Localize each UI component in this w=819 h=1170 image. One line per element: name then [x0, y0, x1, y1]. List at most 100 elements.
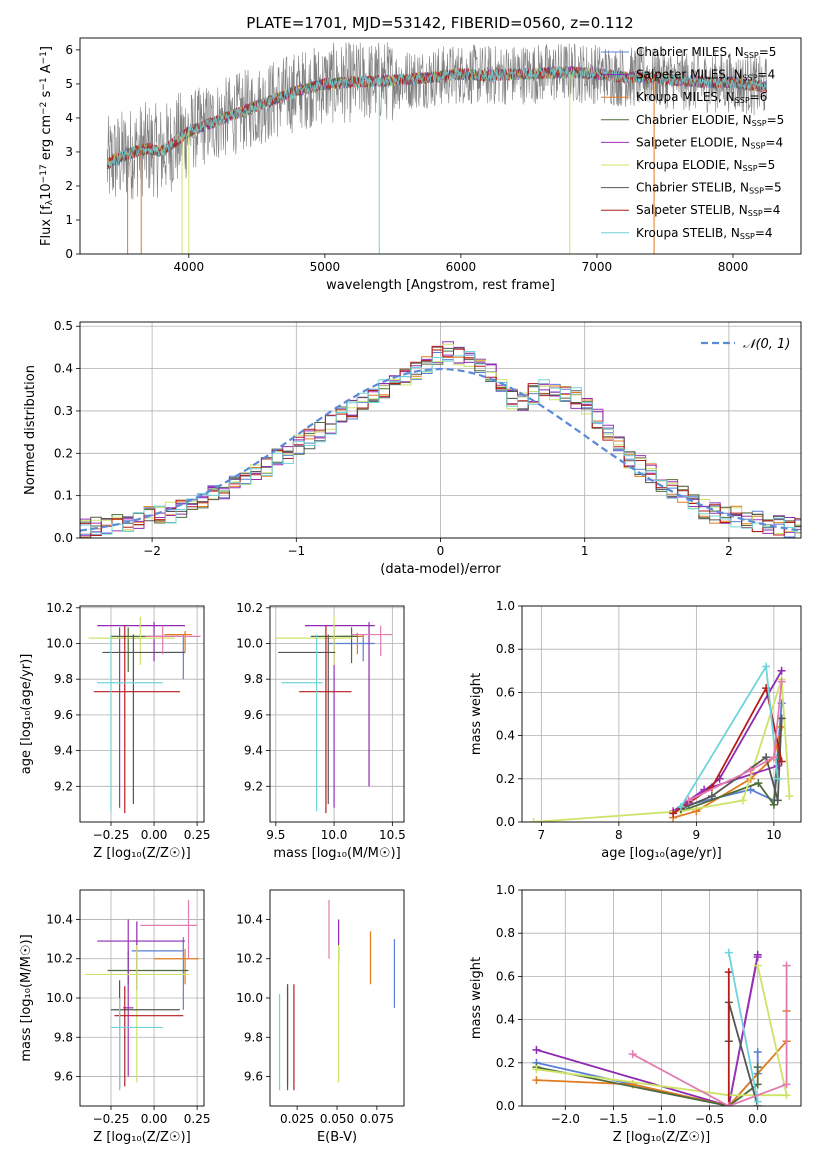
mass_vs_ebv-y-tick-label: 9.8	[244, 1030, 263, 1044]
mass_weight_vs_age-x-tick-label: 7	[538, 828, 546, 842]
age_vs_mass-y-tick-label: 9.4	[244, 744, 263, 758]
age_vs_mass-y-ticks: 9.2 9.4 9.6 9.8 10.0 10.2	[236, 601, 270, 793]
mass_vs_ebv-x-tick-label: 0.075	[360, 1112, 394, 1126]
mass_weight_vs_Z-series-line	[727, 952, 759, 1102]
legend-sub: SSP	[748, 209, 763, 218]
age_vs_Z-point	[102, 634, 186, 805]
mass_weight_vs_Z-series-marker	[724, 948, 733, 957]
legend-name: Chabrier ELODIE, N	[636, 113, 752, 127]
age_vs_mass-y-tick-label: 10.2	[236, 601, 263, 615]
mass_vs_ebv-panel: 0.025 0.050 0.075 9.6 9.8 10.0 10.2 10.4 E(B-V)	[236, 889, 405, 1145]
mass_weight_vs_Z-x-axis-label: Z [log₁₀(Z/Z☉)]	[613, 1130, 710, 1145]
mass_weight_vs_Z-x-tick-label: −0.5	[695, 1112, 724, 1126]
mass_vs_Z-x-axis-label: Z [log₁₀(Z/Z☉)]	[93, 1130, 190, 1145]
mass_weight_vs_age-series-marker	[777, 677, 786, 686]
age_vs_Z-frame	[79, 605, 205, 823]
mass_weight_vs_Z-y-tick-label: 0.8	[496, 926, 515, 940]
mass_weight_vs_Z-series-marker	[782, 1091, 791, 1100]
mass_weight_vs_age-y-tick-label: 0.6	[496, 685, 515, 699]
mass_weight_vs_Z-series-marker	[532, 1065, 541, 1074]
residuals-x-tick-label: −2	[143, 544, 161, 558]
y-label-part: λ	[45, 199, 55, 205]
mass_vs_ebv-y-tick-label: 10.4	[236, 912, 263, 926]
legend-sub: SSP	[735, 96, 750, 105]
age_vs_Z-point	[97, 622, 186, 662]
age_vs_Z-y-tick-label: 9.4	[54, 744, 73, 758]
age_vs_Z-y-tick-label: 9.2	[54, 779, 73, 793]
age_vs_Z-point	[145, 625, 201, 655]
mass_weight_vs_Z-series-marker	[753, 1097, 762, 1106]
mass_weight_vs_age-series-marker	[777, 757, 786, 766]
spectrum-y-tick-label: 5	[65, 77, 73, 91]
residuals-x-tick-label: −1	[287, 544, 305, 558]
spectrum-y-tick-label: 4	[65, 111, 73, 125]
legend-entry: Salpeter MILES, NSSP=4	[636, 68, 775, 83]
legend-value: =5	[764, 181, 782, 195]
mass_weight_vs_Z-y-ticks: 0.0 0.2 0.4 0.6 0.8 1.0	[496, 883, 522, 1113]
y-label-part: A	[39, 64, 54, 77]
mass_weight_vs_age-series-marker	[684, 796, 693, 805]
mass_weight_vs_age-x-ticks: 7 8 9 10	[538, 822, 782, 842]
mass_weight_vs_age-series-marker	[777, 714, 786, 723]
mass_vs_Z-y-tick-label: 10.4	[46, 912, 73, 926]
residuals-y-tick-label: 0.5	[54, 319, 73, 333]
mass_weight_vs_Z-y-tick-label: 0.4	[496, 1013, 515, 1027]
age_vs_Z-x-axis-label: Z [log₁₀(Z/Z☉)]	[93, 846, 190, 861]
mass_weight_vs_Z-series	[724, 948, 762, 1106]
mass_weight_vs_age-series	[676, 662, 782, 811]
age_vs_mass-y-tick-label: 9.6	[244, 708, 263, 722]
mass_vs_Z-point	[131, 937, 184, 1010]
mass_weight_vs_age-y-ticks: 0.0 0.2 0.4 0.6 0.8 1.0	[496, 599, 522, 829]
age_vs_mass-point	[304, 622, 375, 787]
spectrum-panel: 4000 5000 6000 7000 8000 0 1 2 3 4 5 6 wavelength [A…	[39, 37, 802, 293]
mass_vs_Z-y-tick-label: 9.6	[54, 1070, 73, 1084]
age_vs_Z-x-tick-label: −0.25	[93, 828, 130, 842]
mass_weight_vs_age-series-marker	[746, 766, 755, 775]
mass_weight_vs_Z-frame	[521, 889, 802, 1107]
mass_weight_vs_age-series-marker	[762, 662, 771, 671]
legend-name: Salpeter MILES, N	[636, 68, 743, 82]
mass_vs_ebv-frame	[269, 889, 405, 1107]
mass_weight_vs_Z-y-tick-label: 0.2	[496, 1056, 515, 1070]
residual-histogram	[80, 345, 801, 538]
mass_vs_Z-y-tick-label: 9.8	[54, 1030, 73, 1044]
spectrum-x-ticks: 4000 5000 6000 7000 8000	[174, 254, 748, 274]
legend-sub: SSP	[750, 141, 765, 150]
residuals-plot-area	[80, 341, 801, 538]
age_vs_mass-x-tick-label: 9.5	[266, 828, 285, 842]
mass_vs_Z-plot-area	[85, 899, 199, 1091]
mass_weight_vs_age-y-tick-label: 0.0	[496, 815, 515, 829]
mass_weight_vs_age-series-line	[688, 681, 783, 802]
mass_vs_ebv-y-tick-label: 9.6	[244, 1070, 263, 1084]
mass_weight_vs_Z-series-marker	[532, 1045, 541, 1054]
spectrum-x-tick-label: 4000	[174, 260, 205, 274]
age_vs_mass-frame	[269, 605, 405, 823]
mass_weight_vs_age-x-tick-label: 10	[766, 828, 781, 842]
mass_weight_vs_Z-x-ticks: −2.0 −1.5 −1.0 −0.5 0.0	[551, 1106, 767, 1126]
legend-sub: SSP	[749, 187, 764, 196]
residuals-x-tick-label: 1	[581, 544, 589, 558]
residuals-x-ticks: −2 −1 0 1 2	[143, 538, 733, 558]
y-label-part: Flux [f	[39, 205, 54, 246]
legend-value: =5	[767, 113, 785, 127]
mass_weight_vs_age-series	[676, 714, 786, 814]
mass_vs_Z-x-tick-label: −0.25	[93, 1112, 130, 1126]
legend-value: =5	[759, 45, 777, 59]
legend-value: =4	[763, 203, 781, 217]
spectrum-y-tick-label: 6	[65, 43, 73, 57]
age_vs_Z-point	[88, 616, 175, 665]
legend-name: Kroupa STELIB, N	[636, 226, 740, 240]
mass_weight_vs_age-series-marker	[773, 774, 782, 783]
mass_weight_vs_age-y-tick-label: 0.2	[496, 772, 515, 786]
mass_vs_Z-point	[85, 944, 189, 1083]
y-label-part: ]	[39, 46, 54, 51]
mass_weight_vs_age-frame	[521, 605, 802, 823]
mass_vs_ebv-x-tick-label: 0.025	[280, 1112, 314, 1126]
mass_weight_vs_Z-plot-area	[532, 948, 791, 1106]
mass_vs_Z-x-tick-label: 0.00	[141, 1112, 168, 1126]
age_vs_mass-plot-area	[275, 616, 393, 814]
mass_weight_vs_age-plot-area	[529, 662, 794, 822]
legend-entry: Kroupa ELODIE, NSSP=5	[636, 158, 775, 173]
legend-value: =4	[765, 135, 783, 149]
